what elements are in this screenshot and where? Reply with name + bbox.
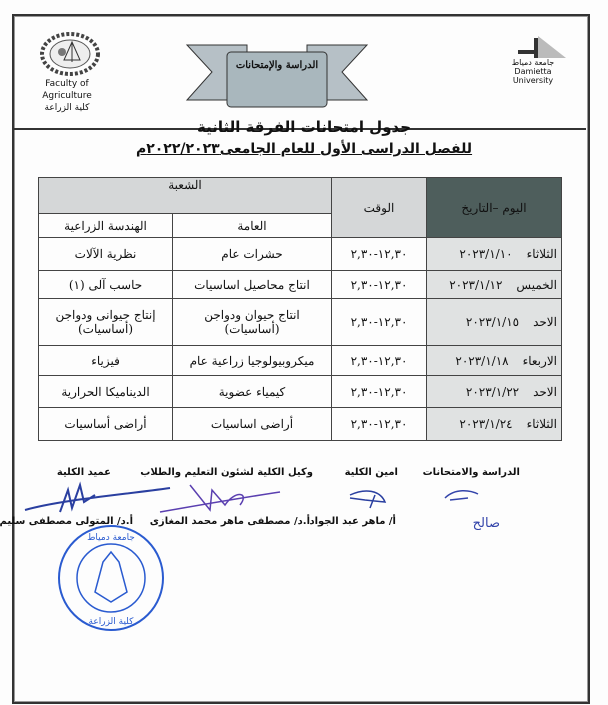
time-cell: ١٢,٣٠-٢,٣٠ <box>331 270 427 299</box>
header-general: العامة <box>172 213 332 238</box>
page-subtitle: للفصل الدراسى الأول للعام الجامعى٢٠٢٢/٢٠… <box>135 141 473 157</box>
eng-cell: أراضى أساسيات <box>38 407 173 441</box>
exam-schedule-table: اليوم –التاريخ الوقت الشعبة العامة الهند… <box>38 177 562 441</box>
date-cell: الاحد ٢٠٢٣/١/٢٢ <box>426 375 562 408</box>
banner-text: الدراسة والإمتحانات <box>235 60 319 71</box>
stamp-top-text: جامعة دمياط <box>87 533 135 543</box>
date-cell: الثلاثاء ٢٠٢٣/١/١٠ <box>426 237 562 271</box>
signature-role: عميد الكلية <box>56 467 111 478</box>
table-row: الاحد ٢٠٢٣/١/٢٢ ١٢,٣٠-٢,٣٠ كيمياء عضوية ا… <box>38 375 562 408</box>
time-cell: ١٢,٣٠-٢,٣٠ <box>331 375 427 408</box>
header-time: الوقت <box>331 177 427 238</box>
signature-scribbles <box>24 481 479 513</box>
university-name-en: Damietta University <box>512 67 554 85</box>
signature-role: امين الكلية <box>344 467 398 478</box>
university-name: جامعة دمياط Damietta University <box>498 58 568 85</box>
general-cell: انتاج حيوان ودواجن (أساسيات) <box>172 298 332 346</box>
date-cell: الثلاثاء ٢٠٢٣/١/٢٤ <box>426 407 562 441</box>
table-row: الثلاثاء ٢٠٢٣/١/١٠ ١٢,٣٠-٢,٣٠ حشرات عام ن… <box>38 237 562 271</box>
time-cell: ١٢,٣٠-٢,٣٠ <box>331 298 427 346</box>
day: الاحد <box>533 384 557 399</box>
header-section: الشعبة <box>38 177 332 214</box>
signature-role: الدراسة والامتحانات <box>422 467 520 478</box>
signature-name: أ.د/ مصطفى ماهر محمد المغازى <box>149 516 310 527</box>
faculty-logo-icon <box>40 32 100 76</box>
stamp-bottom-text: كلية الزراعة <box>89 617 135 627</box>
date: ٢٠٢٣/١/٢٤ <box>459 417 513 431</box>
eng-cell: فيزياء <box>38 345 173 376</box>
table-row: الثلاثاء ٢٠٢٣/١/٢٤ ١٢,٣٠-٢,٣٠ أراضى اساسي… <box>38 407 562 441</box>
time-cell: ١٢,٣٠-٢,٣٠ <box>331 237 427 271</box>
header-eng: الهندسة الزراعية <box>38 213 173 238</box>
general-cell: انتاج محاصيل اساسيات <box>172 270 332 299</box>
eng-cell: نظرية الآلات <box>38 237 173 271</box>
eng-cell: الديناميكا الحرارية <box>38 375 173 408</box>
date-cell: الاربعاء ٢٠٢٣/١/١٨ <box>426 345 562 376</box>
time-cell: ١٢,٣٠-٢,٣٠ <box>331 407 427 441</box>
faculty-name-en: Faculty of Agriculture <box>42 79 92 101</box>
banner-ribbon <box>185 44 369 108</box>
general-cell: أراضى اساسيات <box>172 407 332 441</box>
faculty-name: Faculty of Agriculture كلية الزراعة <box>22 78 112 114</box>
general-cell: ميكروبيولوجيا زراعية عام <box>172 345 332 376</box>
university-logo-icon <box>518 36 566 58</box>
eng-cell: إنتاج حيوانى ودواجن (أساسيات) <box>38 298 173 346</box>
date-cell: الاحد ٢٠٢٣/١/١٥ <box>426 298 562 346</box>
general-cell: حشرات عام <box>172 237 332 271</box>
day: الثلاثاء <box>526 417 557 431</box>
day: الاربعاء <box>522 353 557 368</box>
general-cell: كيمياء عضوية <box>172 375 332 408</box>
university-name-ar: جامعة دمياط <box>511 58 555 67</box>
time-cell: ١٢,٣٠-٢,٣٠ <box>331 345 427 376</box>
page-title: جدول امتحانات الفرقة الثانية <box>196 118 411 136</box>
day: الخميس <box>516 277 557 292</box>
signature-name: أ.د/ المتولى مصطفى سليم <box>0 516 133 527</box>
day: الاحد <box>533 315 557 329</box>
date: ٢٠٢٣/١/١٨ <box>455 353 509 368</box>
date: ٢٠٢٣/١/٢٢ <box>465 384 520 399</box>
eng-cell: حاسب آلى (١) <box>38 270 173 299</box>
signature-role: وكيل الكلية لشئون التعليم والطلاب <box>140 467 313 478</box>
table-row: الخميس ٢٠٢٣/١/١٢ ١٢,٣٠-٢,٣٠ انتاج محاصيل … <box>38 270 562 299</box>
signature-name: صالح <box>472 516 500 531</box>
signature-name: أ/ ماهر عبد الجواد <box>309 516 396 527</box>
day: الثلاثاء <box>526 247 557 261</box>
date: ٢٠٢٣/١/١٥ <box>465 315 520 329</box>
faculty-stamp: جامعة دمياط كلية الزراعة <box>58 525 164 631</box>
page-frame <box>12 14 590 704</box>
faculty-name-ar: كلية الزراعة <box>44 103 90 113</box>
date-cell: الخميس ٢٠٢٣/١/١٢ <box>426 270 562 299</box>
table-row: الاحد ٢٠٢٣/١/١٥ ١٢,٣٠-٢,٣٠ انتاج حيوان ود… <box>38 298 562 346</box>
header-date: اليوم –التاريخ <box>426 177 562 238</box>
date: ٢٠٢٣/١/١٠ <box>459 247 513 261</box>
header-divider <box>14 128 586 130</box>
table-row: الاربعاء ٢٠٢٣/١/١٨ ١٢,٣٠-٢,٣٠ ميكروبيولوج… <box>38 345 562 376</box>
date: ٢٠٢٣/١/١٢ <box>449 277 503 292</box>
